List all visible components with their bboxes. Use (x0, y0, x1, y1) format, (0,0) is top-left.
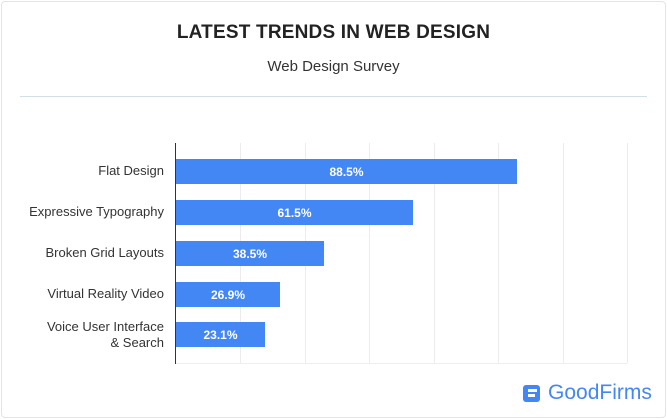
category-label: Broken Grid Layouts (45, 245, 164, 260)
bar: 61.5% (176, 200, 413, 225)
bar: 26.9% (176, 282, 280, 307)
category-label: Flat Design (98, 163, 164, 178)
category-label: Voice User Interface & Search (46, 319, 164, 350)
gridline (627, 143, 628, 363)
goodfirms-logo-icon (523, 384, 540, 402)
category-label: Expressive Typography (29, 204, 164, 219)
bar-value-label: 61.5% (277, 205, 312, 220)
gridline (369, 143, 370, 363)
gridline (498, 143, 499, 363)
bar-value-label: 88.5% (329, 164, 364, 179)
y-axis-line (175, 143, 176, 364)
bar-value-label: 38.5% (232, 246, 268, 261)
chart-title: LATEST TRENDS IN WEB DESIGN (176, 22, 491, 43)
goodfirms-logo: GoodFirms (523, 381, 652, 405)
bar-value-label: 23.1% (203, 327, 238, 342)
brand-name: GoodFirms (548, 381, 652, 404)
gridline (563, 143, 564, 363)
category-label: Virtual Reality Video (47, 286, 164, 301)
bar: 38.5% (176, 241, 324, 266)
bar-value-label: 26.9% (210, 287, 246, 302)
bar: 23.1% (176, 322, 265, 347)
gridline (434, 143, 435, 363)
header-divider (20, 96, 647, 97)
chart-subtitle: Web Design Survey (267, 58, 400, 75)
bar: 88.5% (176, 159, 517, 184)
